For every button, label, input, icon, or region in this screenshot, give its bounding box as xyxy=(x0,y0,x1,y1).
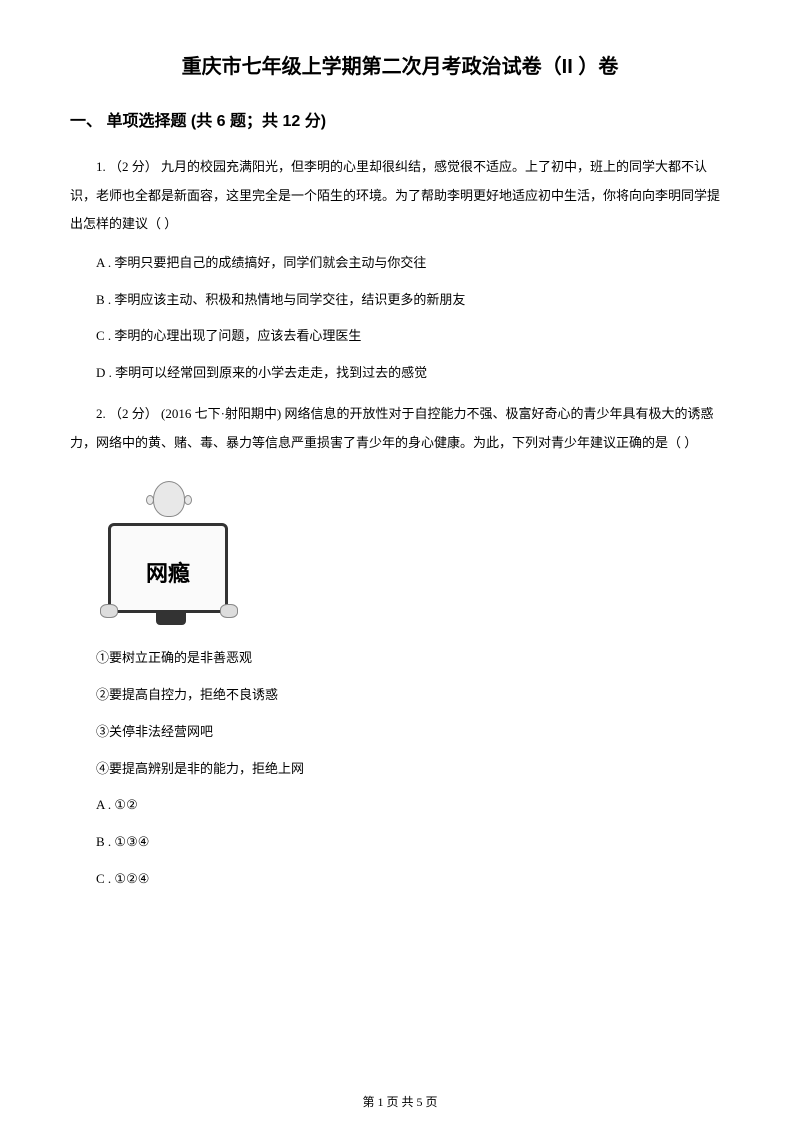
question-2-illustration: 网瘾 xyxy=(98,473,248,628)
cartoon-ear-right xyxy=(184,495,192,505)
page-footer: 第 1 页 共 5 页 xyxy=(0,1093,800,1110)
question-1-option-c: C . 李明的心理出现了问题，应该去看心理医生 xyxy=(70,326,730,347)
question-1-option-b: B . 李明应该主动、积极和热情地与同学交往，结识更多的新朋友 xyxy=(70,290,730,311)
cartoon-hand-left xyxy=(100,604,118,618)
question-1-option-d: D . 李明可以经常回到原来的小学去走走，找到过去的感觉 xyxy=(70,363,730,384)
question-1-option-a: A . 李明只要把自己的成绩搞好，同学们就会主动与你交往 xyxy=(70,253,730,274)
cartoon-monitor: 网瘾 xyxy=(108,523,228,613)
question-2-statement-4: ④要提高辨别是非的能力，拒绝上网 xyxy=(70,759,730,780)
question-2-statement-1: ①要树立正确的是非善恶观 xyxy=(70,648,730,669)
cartoon-head xyxy=(153,481,185,517)
question-2-stem: 2. （2 分） (2016 七下·射阳期中) 网络信息的开放性对于自控能力不强… xyxy=(70,400,730,457)
section-heading: 一、 单项选择题 (共 6 题；共 12 分) xyxy=(70,107,730,131)
question-2-statement-2: ②要提高自控力，拒绝不良诱惑 xyxy=(70,685,730,706)
exam-title: 重庆市七年级上学期第二次月考政治试卷（II ）卷 xyxy=(70,50,730,79)
question-1-stem: 1. （2 分） 九月的校园充满阳光，但李明的心里却很纠结，感觉很不适应。上了初… xyxy=(70,153,730,239)
monitor-label: 网瘾 xyxy=(111,556,225,588)
question-2-statement-3: ③关停非法经营网吧 xyxy=(70,722,730,743)
cartoon-hand-right xyxy=(220,604,238,618)
question-2-option-c: C . ①②④ xyxy=(70,869,730,890)
question-2-option-b: B . ①③④ xyxy=(70,832,730,853)
question-2-option-a: A . ①② xyxy=(70,795,730,816)
